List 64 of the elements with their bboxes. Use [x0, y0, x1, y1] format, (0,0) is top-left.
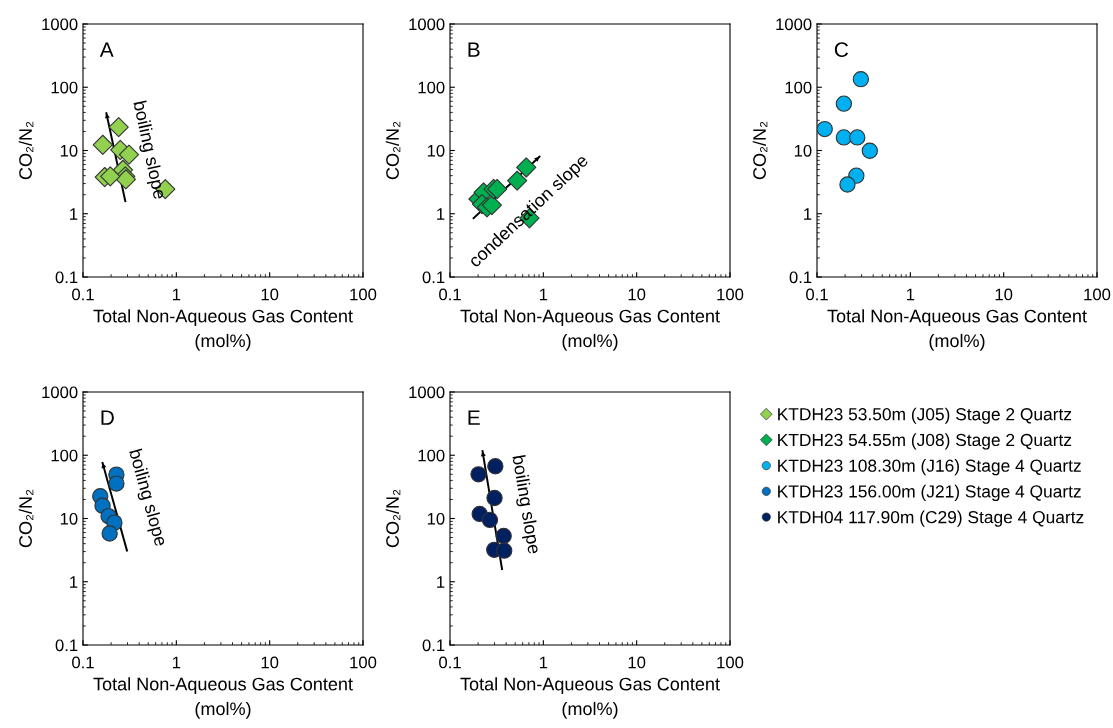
y-axis-title: CO₂/N₂: [752, 121, 768, 180]
y-tick-label: 1: [804, 208, 812, 220]
x-tick-label: 1: [906, 288, 915, 301]
y-tick-label: 0.1: [55, 639, 78, 652]
x-tick-label: 100: [717, 656, 744, 669]
y-tick-label: 100: [51, 449, 78, 462]
y-tick-label: 10: [794, 144, 812, 157]
legend-label: KTDH23 53.50m (J05) Stage 2 Quartz: [778, 407, 1072, 424]
x-axis-title: Total Non-Aqueous Gas Content (mol%): [460, 309, 720, 351]
x-axis-title: Total Non-Aqueous Gas Content (mol%): [827, 309, 1087, 351]
x-tick-label: 1: [539, 288, 548, 301]
text: E: [468, 410, 480, 425]
text: D: [101, 410, 114, 425]
annotation: boiling slope: [129, 100, 168, 201]
y-tick-label: 0.1: [789, 271, 812, 284]
x-axis-title: Total Non-Aqueous Gas Content (mol%): [93, 677, 353, 719]
x-tick-label: 100: [350, 288, 377, 301]
y-axis-title: CO₂/N₂: [385, 489, 401, 548]
x-tick-label: 10: [995, 288, 1013, 301]
text: A: [99, 42, 114, 57]
y-tick-label: 10: [427, 144, 445, 157]
y-tick-label: 1000: [776, 18, 812, 31]
y-tick-label: 1000: [409, 18, 445, 31]
x-tick-label: 10: [628, 288, 646, 301]
x-tick-label: 1: [539, 656, 548, 669]
text: B: [468, 42, 480, 57]
y-tick-label: 1000: [409, 386, 445, 399]
y-tick-label: 1000: [42, 386, 78, 399]
x-tick-label: 10: [261, 288, 279, 301]
legend-label: KTDH23 156.00m (J21) Stage 4 Quartz: [778, 484, 1081, 502]
y-tick-label: 100: [418, 81, 445, 94]
y-tick-label: 10: [60, 512, 78, 525]
y-axis-title: CO₂/N₂: [18, 489, 34, 548]
x-tick-label: 100: [350, 656, 377, 669]
y-tick-label: 1000: [42, 18, 78, 31]
legend-label: KTDH23 108.30m (J16) Stage 4 Quartz: [778, 459, 1081, 476]
text: C: [834, 42, 849, 58]
x-tick-label: 0.1: [806, 288, 828, 301]
legend-label: KTDH04 117.90m (C29) Stage 4 Quartz: [778, 510, 1084, 527]
y-tick-label: 0.1: [55, 271, 78, 284]
x-tick-label: 10: [261, 656, 279, 669]
y-tick-label: 1: [437, 208, 445, 220]
y-tick-label: 100: [785, 81, 812, 94]
y-tick-label: 1: [70, 576, 78, 588]
y-tick-label: 1: [437, 576, 445, 588]
y-tick-label: 100: [418, 449, 445, 462]
y-tick-label: 10: [427, 512, 445, 525]
x-tick-label: 1: [172, 288, 181, 301]
x-tick-label: 100: [717, 288, 744, 301]
y-tick-label: 0.1: [422, 639, 445, 652]
y-tick-label: 0.1: [422, 271, 445, 284]
x-tick-label: 10: [628, 656, 646, 669]
legend-label: KTDH23 54.55m (J08) Stage 2 Quartz: [778, 433, 1072, 450]
annotation: boiling slope: [125, 448, 169, 548]
y-tick-label: 100: [51, 81, 78, 94]
x-tick-label: 1: [172, 656, 181, 669]
y-tick-label: 1: [70, 208, 78, 220]
annotation: boiling slope: [508, 454, 542, 555]
x-axis-title: Total Non-Aqueous Gas Content (mol%): [93, 309, 353, 351]
x-tick-label: 100: [1084, 288, 1111, 301]
y-axis-title: CO₂/N₂: [18, 121, 34, 180]
y-tick-label: 10: [60, 144, 78, 157]
x-axis-title: Total Non-Aqueous Gas Content (mol%): [460, 677, 720, 719]
y-axis-title: CO₂/N₂: [385, 121, 401, 180]
